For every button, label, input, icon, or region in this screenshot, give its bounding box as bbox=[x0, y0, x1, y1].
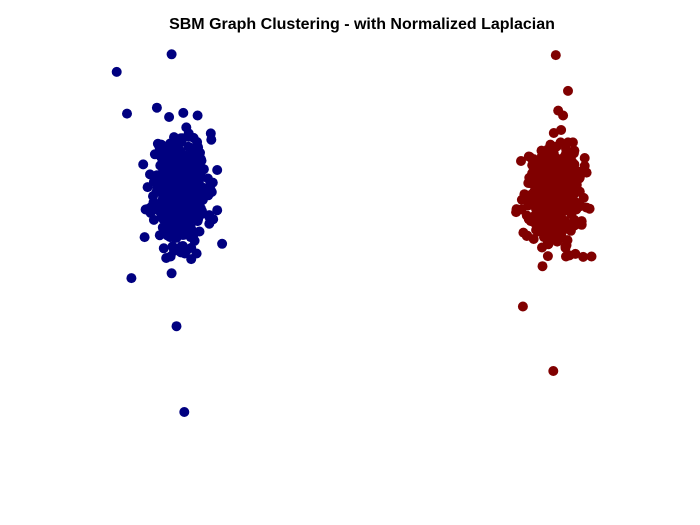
data-point-cluster-2 bbox=[562, 235, 573, 246]
data-point-cluster-2 bbox=[553, 105, 564, 116]
data-point-cluster-1 bbox=[139, 232, 150, 243]
data-point-cluster-1 bbox=[212, 205, 223, 216]
data-point-cluster-1 bbox=[195, 147, 205, 158]
data-point-cluster-1 bbox=[183, 141, 194, 152]
data-point-cluster-1 bbox=[158, 185, 169, 196]
data-point-cluster-2 bbox=[522, 230, 533, 241]
data-point-cluster-1 bbox=[176, 166, 187, 177]
data-point-cluster-2 bbox=[550, 164, 561, 175]
data-point-cluster-1 bbox=[175, 146, 186, 157]
data-point-cluster-2 bbox=[586, 251, 597, 262]
data-point-cluster-2 bbox=[570, 166, 581, 177]
data-point-cluster-1 bbox=[195, 209, 205, 220]
data-point-cluster-2 bbox=[536, 145, 547, 156]
data-point-cluster-2 bbox=[517, 301, 528, 312]
data-point-cluster-2 bbox=[576, 216, 587, 227]
data-point-cluster-1 bbox=[158, 243, 169, 254]
data-point-cluster-2 bbox=[547, 211, 558, 222]
data-point-cluster-1 bbox=[122, 108, 132, 119]
data-point-cluster-2 bbox=[579, 153, 590, 163]
data-point-cluster-2 bbox=[521, 210, 532, 221]
data-point-cluster-2 bbox=[558, 167, 569, 178]
data-point-cluster-2 bbox=[563, 137, 573, 148]
data-point-cluster-2 bbox=[523, 151, 534, 162]
data-point-cluster-1 bbox=[166, 268, 177, 279]
data-point-cluster-1 bbox=[212, 165, 223, 175]
data-point-cluster-1 bbox=[179, 154, 190, 165]
data-point-cluster-2 bbox=[533, 162, 544, 172]
data-point-cluster-1 bbox=[126, 273, 137, 284]
data-point-cluster-1 bbox=[157, 222, 168, 233]
data-point-cluster-1 bbox=[159, 160, 170, 171]
data-point-cluster-1 bbox=[198, 164, 209, 175]
data-point-cluster-2 bbox=[560, 242, 571, 253]
data-point-cluster-1 bbox=[207, 177, 218, 188]
data-point-cluster-1 bbox=[217, 238, 228, 249]
data-point-cluster-1 bbox=[111, 66, 122, 77]
data-point-cluster-2 bbox=[578, 251, 589, 262]
data-points bbox=[111, 49, 597, 417]
data-point-cluster-1 bbox=[178, 107, 189, 118]
data-point-cluster-1 bbox=[206, 134, 217, 145]
data-point-cluster-2 bbox=[548, 366, 559, 376]
data-point-cluster-1 bbox=[188, 132, 199, 143]
data-point-cluster-2 bbox=[542, 251, 553, 262]
data-point-cluster-1 bbox=[177, 133, 188, 144]
data-point-cluster-2 bbox=[569, 176, 580, 187]
data-point-cluster-2 bbox=[544, 189, 555, 200]
data-point-cluster-1 bbox=[167, 222, 178, 232]
data-point-cluster-1 bbox=[149, 149, 160, 160]
data-point-cluster-1 bbox=[155, 169, 166, 180]
data-point-cluster-1 bbox=[140, 204, 151, 215]
chart-title: SBM Graph Clustering - with Normalized L… bbox=[169, 16, 555, 33]
data-point-cluster-2 bbox=[511, 207, 522, 218]
data-point-cluster-1 bbox=[166, 166, 177, 177]
data-point-cluster-2 bbox=[560, 217, 571, 228]
data-point-cluster-1 bbox=[192, 110, 203, 121]
data-point-cluster-1 bbox=[188, 229, 199, 240]
data-point-cluster-2 bbox=[540, 203, 550, 214]
data-point-cluster-2 bbox=[537, 242, 547, 253]
data-point-cluster-1 bbox=[164, 207, 175, 218]
data-point-cluster-1 bbox=[205, 185, 216, 196]
data-point-cluster-2 bbox=[557, 200, 568, 211]
data-point-cluster-2 bbox=[575, 201, 586, 212]
data-point-cluster-2 bbox=[538, 214, 549, 225]
data-point-cluster-2 bbox=[541, 175, 551, 185]
data-point-cluster-2 bbox=[568, 148, 579, 159]
data-point-cluster-1 bbox=[164, 112, 175, 122]
data-point-cluster-1 bbox=[171, 321, 182, 332]
data-point-cluster-2 bbox=[557, 225, 568, 236]
data-point-cluster-2 bbox=[564, 250, 575, 261]
data-point-cluster-1 bbox=[179, 407, 190, 417]
data-point-cluster-1 bbox=[181, 245, 192, 256]
data-point-cluster-1 bbox=[181, 205, 192, 216]
data-point-cluster-2 bbox=[584, 203, 595, 214]
data-point-cluster-1 bbox=[151, 102, 162, 113]
data-point-cluster-2 bbox=[563, 85, 573, 96]
data-point-cluster-1 bbox=[138, 159, 149, 170]
data-point-cluster-1 bbox=[186, 254, 197, 265]
data-point-cluster-2 bbox=[549, 221, 560, 232]
data-point-cluster-1 bbox=[204, 218, 215, 229]
data-point-cluster-2 bbox=[516, 156, 526, 166]
data-point-cluster-1 bbox=[204, 210, 215, 221]
data-point-cluster-1 bbox=[166, 49, 177, 60]
data-point-cluster-1 bbox=[165, 138, 176, 149]
data-point-cluster-1 bbox=[156, 211, 167, 222]
data-point-cluster-2 bbox=[548, 128, 559, 138]
data-point-cluster-2 bbox=[555, 137, 566, 148]
data-point-cluster-1 bbox=[194, 195, 204, 206]
data-point-cluster-2 bbox=[529, 186, 540, 197]
data-point-cluster-2 bbox=[566, 156, 577, 167]
data-point-cluster-2 bbox=[550, 50, 561, 61]
data-point-cluster-2 bbox=[537, 261, 548, 272]
data-point-cluster-2 bbox=[559, 151, 570, 162]
data-point-cluster-2 bbox=[561, 180, 572, 191]
data-point-cluster-1 bbox=[181, 122, 192, 133]
data-point-cluster-1 bbox=[169, 245, 179, 256]
